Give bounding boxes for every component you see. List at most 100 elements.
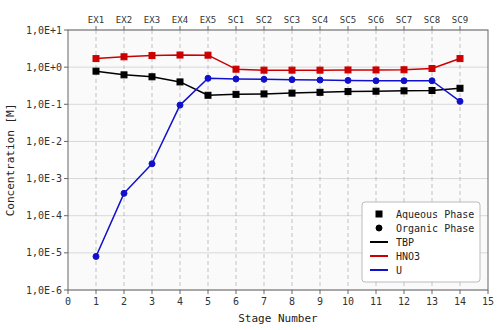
point: [261, 67, 267, 73]
y-tick: [64, 252, 68, 253]
top-tick-label: SC9: [452, 15, 468, 25]
x-tick: [152, 290, 153, 294]
point: [177, 52, 183, 58]
grid-line: [68, 67, 488, 68]
top-tick-label: SC2: [256, 15, 272, 25]
legend-swatch: [370, 269, 388, 271]
point: [233, 76, 239, 82]
point: [205, 52, 211, 58]
point: [345, 89, 351, 95]
point: [429, 65, 435, 71]
top-tick: [180, 26, 181, 30]
point: [205, 75, 211, 81]
chart: 1,0E-61,0E-51,0E-41,0E-31,0E-21,0E-11,0E…: [0, 0, 500, 330]
stage-line: [124, 30, 125, 290]
top-tick-label: EX3: [144, 15, 160, 25]
x-tick-label: 3: [149, 296, 155, 307]
grid-line: [68, 141, 488, 142]
top-tick: [152, 26, 153, 30]
x-tick-label: 11: [370, 296, 382, 307]
x-tick-label: 2: [121, 296, 127, 307]
point: [149, 161, 155, 167]
point: [289, 90, 295, 96]
top-axis: EX1EX2EX3EX4EX5SC1SC2SC3SC4SC5SC6SC7SC8S…: [88, 15, 468, 30]
point: [457, 98, 463, 104]
top-tick-label: EX2: [116, 15, 132, 25]
x-axis-label: Stage Number: [238, 312, 318, 325]
x-tick-label: 14: [454, 296, 466, 307]
legend-swatch: [376, 211, 382, 217]
point: [401, 78, 407, 84]
top-tick: [320, 26, 321, 30]
y-tick: [64, 104, 68, 105]
point: [373, 67, 379, 73]
y-tick: [64, 215, 68, 216]
x-tick-label: 10: [342, 296, 354, 307]
y-tick: [64, 178, 68, 179]
stage-line: [180, 30, 181, 290]
y-tick-label: 1,0E-2: [26, 136, 62, 147]
legend-label: Organic Phase: [396, 223, 474, 234]
top-tick-label: SC1: [228, 15, 244, 25]
plot-area: [68, 30, 488, 290]
x-tick-label: 1: [93, 296, 99, 307]
x-tick-label: 12: [398, 296, 410, 307]
y-tick-label: 1,0E-5: [26, 247, 62, 258]
legend-box: [362, 202, 480, 282]
legend: Aqueous PhaseOrganic PhaseTBPHNO3U: [362, 202, 480, 282]
y-tick: [64, 290, 68, 291]
point: [149, 53, 155, 59]
x-tick: [348, 290, 349, 294]
y-tick: [64, 67, 68, 68]
grid: [68, 30, 488, 290]
x-tick: [376, 290, 377, 294]
top-tick-label: SC6: [368, 15, 384, 25]
top-tick: [292, 26, 293, 30]
point: [121, 72, 127, 78]
top-tick: [404, 26, 405, 30]
stage-line: [152, 30, 153, 290]
top-tick: [348, 26, 349, 30]
series-line: [96, 71, 460, 95]
x-axis: 0123456789101112131415Stage Number: [65, 290, 494, 325]
x-tick: [264, 290, 265, 294]
series: [93, 52, 463, 73]
top-tick-label: EX1: [88, 15, 104, 25]
top-tick: [124, 26, 125, 30]
grid-line: [68, 178, 488, 179]
top-tick: [96, 26, 97, 30]
x-tick: [404, 290, 405, 294]
x-tick: [208, 290, 209, 294]
x-tick: [96, 290, 97, 294]
y-tick: [64, 30, 68, 31]
y-tick-label: 1,0E-3: [26, 173, 62, 184]
legend-label: HNO3: [396, 251, 420, 262]
legend-label: TBP: [396, 237, 414, 248]
top-tick-label: SC3: [284, 15, 300, 25]
chart-container: 1,0E-61,0E-51,0E-41,0E-31,0E-21,0E-11,0E…: [0, 0, 500, 330]
top-tick: [460, 26, 461, 30]
y-axis-label: Concentration [M]: [4, 104, 17, 217]
legend-swatch: [370, 255, 388, 257]
point: [429, 88, 435, 94]
point: [289, 77, 295, 83]
point: [401, 88, 407, 94]
top-tick: [236, 26, 237, 30]
top-tick-label: SC8: [424, 15, 440, 25]
point: [317, 89, 323, 95]
x-tick-label: 7: [261, 296, 267, 307]
x-tick-label: 0: [65, 296, 71, 307]
top-tick-label: SC7: [396, 15, 412, 25]
point: [93, 253, 99, 259]
point: [121, 190, 127, 196]
point: [121, 54, 127, 60]
legend-label: U: [396, 265, 402, 276]
x-tick-label: 13: [426, 296, 438, 307]
point: [345, 67, 351, 73]
x-tick: [236, 290, 237, 294]
point: [401, 67, 407, 73]
y-tick-label: 1,0E-6: [26, 285, 62, 296]
point: [149, 74, 155, 80]
point: [177, 102, 183, 108]
x-tick-label: 6: [233, 296, 239, 307]
